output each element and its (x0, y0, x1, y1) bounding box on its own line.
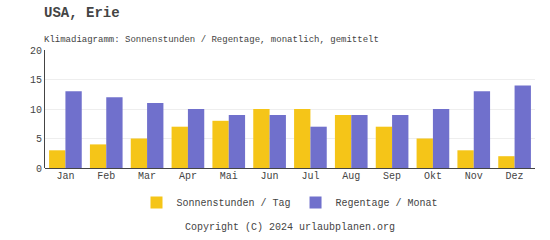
svg-text:0: 0 (36, 164, 42, 175)
svg-text:Feb: Feb (97, 171, 115, 182)
svg-text:Okt: Okt (424, 171, 442, 182)
svg-text:Jul: Jul (301, 171, 319, 182)
svg-text:5: 5 (36, 134, 42, 145)
svg-text:Klimadiagramm: Sonnenstunden /: Klimadiagramm: Sonnenstunden / Regentage… (44, 35, 379, 45)
svg-text:15: 15 (30, 75, 42, 86)
svg-text:Regentage / Monat: Regentage / Monat (336, 198, 438, 209)
svg-text:20: 20 (30, 46, 42, 57)
svg-text:Apr: Apr (179, 171, 197, 182)
svg-text:Copyright (C) 2024 urlaubplane: Copyright (C) 2024 urlaubplanen.org (185, 222, 395, 233)
svg-text:USA, Erie: USA, Erie (44, 5, 120, 21)
svg-text:Nov: Nov (465, 171, 483, 182)
svg-text:Mai: Mai (220, 171, 238, 182)
svg-text:Sep: Sep (383, 171, 401, 182)
svg-text:Sonnenstunden / Tag: Sonnenstunden / Tag (177, 198, 291, 209)
svg-text:Mar: Mar (138, 171, 156, 182)
svg-text:Jun: Jun (261, 171, 279, 182)
svg-text:Jan: Jan (56, 171, 74, 182)
svg-text:10: 10 (30, 105, 42, 116)
svg-text:Aug: Aug (342, 171, 360, 182)
svg-text:Dez: Dez (506, 171, 524, 182)
